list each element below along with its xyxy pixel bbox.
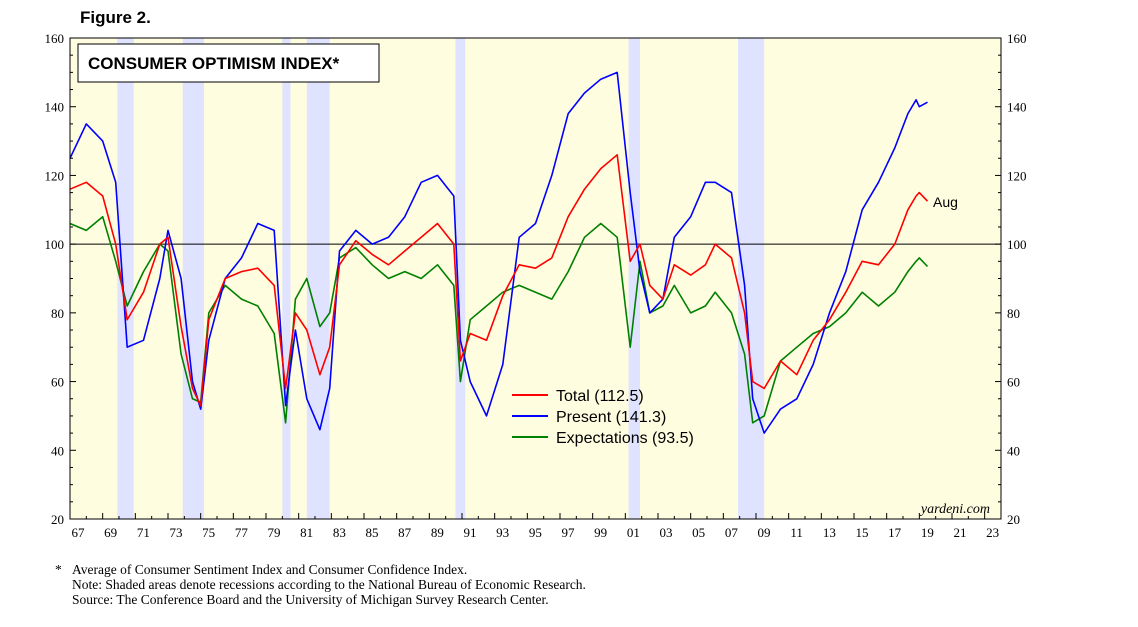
footnote-source: Source: The Conference Board and the Uni… xyxy=(72,592,549,607)
y-tick-left-80: 80 xyxy=(51,306,64,321)
source-credit: yardeni.com xyxy=(919,502,990,517)
y-tick-left-60: 60 xyxy=(51,375,64,390)
y-tick-right-40: 40 xyxy=(1007,443,1020,458)
legend-label-present: Present (141.3) xyxy=(556,409,666,426)
chart-title: CONSUMER OPTIMISM INDEX* xyxy=(88,54,340,73)
x-tick-87: 87 xyxy=(398,525,412,540)
x-tick-01: 01 xyxy=(627,525,640,540)
x-tick-17: 17 xyxy=(888,525,902,540)
recession-band-4 xyxy=(455,38,466,519)
recession-bands xyxy=(117,38,765,519)
y-tick-right-140: 140 xyxy=(1007,100,1027,115)
axes: 20 20 40 40 60 60 80 80 100 100 120 120 140 140 160 160… xyxy=(45,31,1027,540)
y-tick-right-160: 160 xyxy=(1007,31,1027,46)
x-tick-03: 03 xyxy=(660,525,673,540)
x-tick-99: 99 xyxy=(594,525,607,540)
x-tick-71: 71 xyxy=(137,525,150,540)
x-tick-69: 69 xyxy=(104,525,117,540)
x-tick-95: 95 xyxy=(529,525,542,540)
recession-band-0 xyxy=(117,38,134,519)
plot-area xyxy=(70,38,1001,519)
x-tick-05: 05 xyxy=(692,525,705,540)
x-tick-91: 91 xyxy=(464,525,477,540)
y-tick-left-160: 160 xyxy=(45,31,65,46)
latest-month-annotation: Aug xyxy=(933,194,958,210)
footnote-note: Note: Shaded areas denote recessions acc… xyxy=(72,577,586,592)
series-line-total xyxy=(69,154,929,407)
footnote-star: * xyxy=(55,562,62,577)
x-tick-21: 21 xyxy=(954,525,967,540)
y-tick-right-120: 120 xyxy=(1007,168,1027,183)
footnote-definition: Average of Consumer Sentiment Index and … xyxy=(72,562,468,577)
recession-band-5 xyxy=(628,38,641,519)
series-line-present xyxy=(69,71,928,434)
series-lines xyxy=(69,71,929,434)
x-tick-15: 15 xyxy=(856,525,869,540)
x-tick-75: 75 xyxy=(202,525,215,540)
legend-label-total: Total (112.5) xyxy=(556,388,644,405)
x-tick-93: 93 xyxy=(496,525,509,540)
recession-band-1 xyxy=(182,38,204,519)
recession-band-2 xyxy=(282,38,291,519)
x-tick-79: 79 xyxy=(268,525,281,540)
x-tick-23: 23 xyxy=(986,525,999,540)
x-tick-77: 77 xyxy=(235,525,249,540)
recession-band-6 xyxy=(738,38,765,519)
y-tick-right-60: 60 xyxy=(1007,375,1020,390)
chart-title-box: CONSUMER OPTIMISM INDEX* xyxy=(77,43,380,83)
x-tick-73: 73 xyxy=(170,525,183,540)
footnotes: * Average of Consumer Sentiment Index an… xyxy=(55,562,586,607)
x-tick-19: 19 xyxy=(921,525,934,540)
y-tick-left-20: 20 xyxy=(51,512,64,527)
x-tick-85: 85 xyxy=(366,525,379,540)
y-tick-left-140: 140 xyxy=(45,100,65,115)
figure-label: Figure 2. xyxy=(80,8,151,27)
x-tick-81: 81 xyxy=(300,525,313,540)
x-tick-07: 07 xyxy=(725,525,739,540)
y-tick-left-120: 120 xyxy=(45,168,65,183)
x-tick-97: 97 xyxy=(562,525,576,540)
recession-band-3 xyxy=(306,38,330,519)
x-tick-11: 11 xyxy=(790,525,803,540)
x-tick-89: 89 xyxy=(431,525,444,540)
y-tick-right-100: 100 xyxy=(1007,237,1027,252)
y-tick-right-80: 80 xyxy=(1007,306,1020,321)
x-tick-09: 09 xyxy=(758,525,771,540)
x-tick-13: 13 xyxy=(823,525,836,540)
x-tick-83: 83 xyxy=(333,525,346,540)
legend: Total (112.5) Present (141.3) Expectatio… xyxy=(512,388,694,447)
y-tick-right-20: 20 xyxy=(1007,512,1020,527)
y-tick-left-40: 40 xyxy=(51,443,64,458)
legend-label-expectations: Expectations (93.5) xyxy=(556,430,694,447)
x-tick-67: 67 xyxy=(72,525,86,540)
y-tick-left-100: 100 xyxy=(45,237,65,252)
